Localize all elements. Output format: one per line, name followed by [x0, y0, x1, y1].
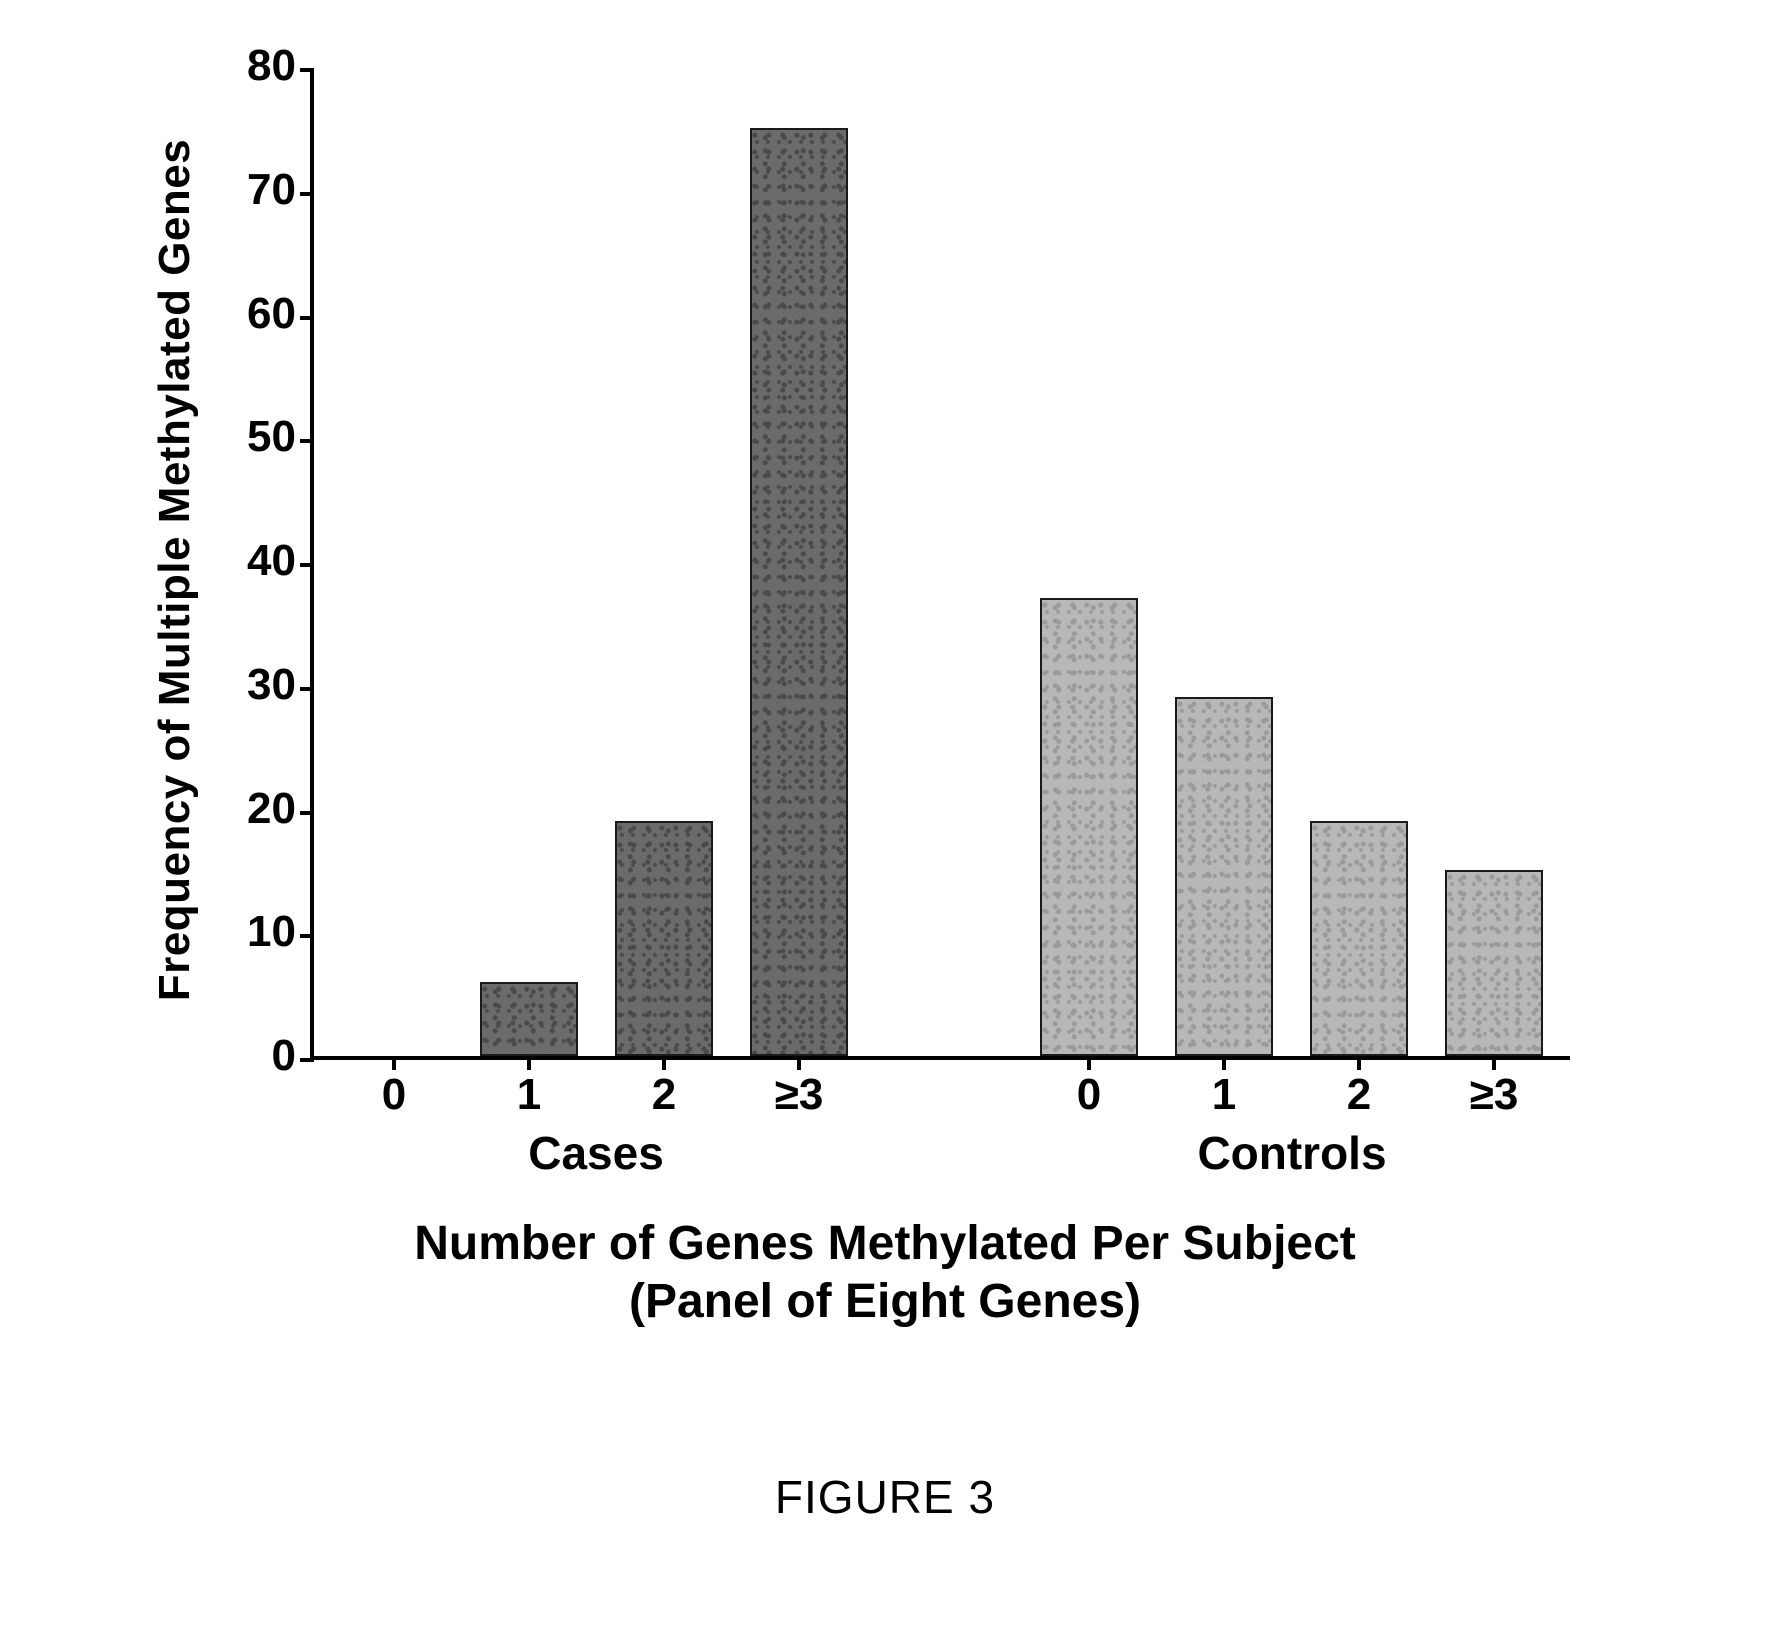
y-tick-label: 30 [216, 660, 314, 710]
bar [1310, 821, 1408, 1056]
y-tick-mark [300, 1058, 314, 1062]
y-tick-mark [300, 934, 314, 938]
x-axis-label-line2: (Panel of Eight Genes) [629, 1275, 1141, 1328]
x-tick-label: 2 [652, 1056, 676, 1120]
y-tick-mark [300, 439, 314, 443]
y-tick-label: 40 [216, 536, 314, 586]
y-tick-mark [300, 68, 314, 72]
bar [615, 821, 713, 1056]
group-label: Cases [528, 1126, 664, 1180]
figure-caption: FIGURE 3 [0, 1470, 1770, 1524]
y-tick-mark [300, 687, 314, 691]
bar [480, 982, 578, 1056]
bar [1175, 697, 1273, 1056]
y-tick-mark [300, 563, 314, 567]
bar [1040, 598, 1138, 1056]
x-tick-label: 0 [1077, 1056, 1101, 1120]
x-tick-label: 2 [1347, 1056, 1371, 1120]
y-tick-label: 0 [216, 1031, 314, 1081]
y-tick-label: 20 [216, 784, 314, 834]
y-tick-label: 80 [216, 41, 314, 91]
x-tick-label: 1 [1212, 1056, 1236, 1120]
y-tick-label: 70 [216, 165, 314, 215]
y-tick-label: 60 [216, 289, 314, 339]
x-axis-label-line1: Number of Genes Methylated Per Subject [414, 1217, 1356, 1270]
x-axis-label: Number of Genes Methylated Per Subject (… [140, 1215, 1630, 1330]
x-tick-label: 1 [517, 1056, 541, 1120]
x-tick-label: ≥3 [775, 1056, 824, 1120]
y-tick-mark [300, 316, 314, 320]
y-tick-label: 50 [216, 412, 314, 462]
bar [1445, 870, 1543, 1056]
y-tick-mark [300, 811, 314, 815]
plot-area: 01020304050607080012≥3012≥3CasesControls [310, 70, 1570, 1060]
group-label: Controls [1197, 1126, 1386, 1180]
figure-container: Frequency of Multiple Methylated Genes 0… [140, 60, 1630, 1310]
y-tick-label: 10 [216, 907, 314, 957]
y-tick-mark [300, 192, 314, 196]
bar [750, 128, 848, 1056]
x-tick-label: 0 [382, 1056, 406, 1120]
x-tick-label: ≥3 [1470, 1056, 1519, 1120]
